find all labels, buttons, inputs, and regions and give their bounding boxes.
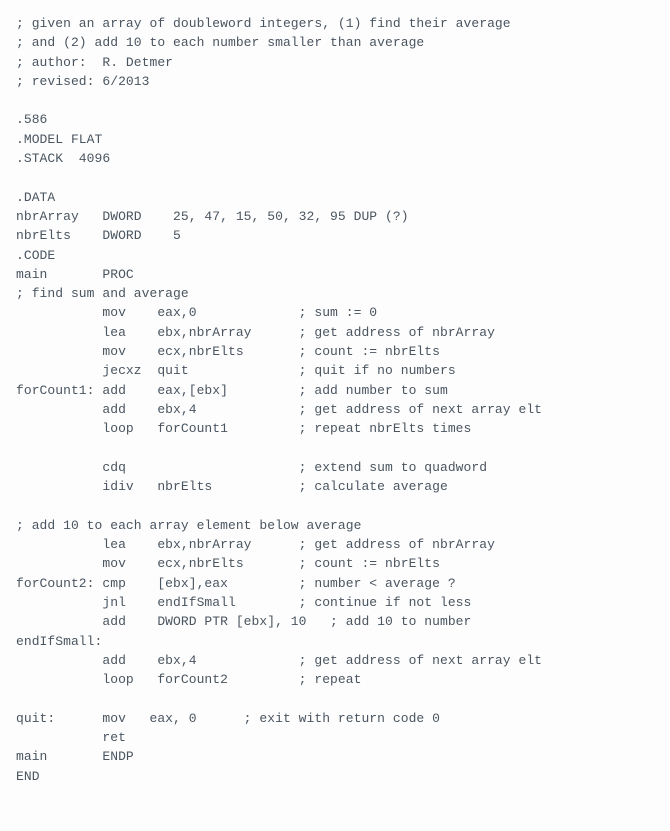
assembly-code-listing: ; given an array of doubleword integers,… (0, 0, 670, 796)
